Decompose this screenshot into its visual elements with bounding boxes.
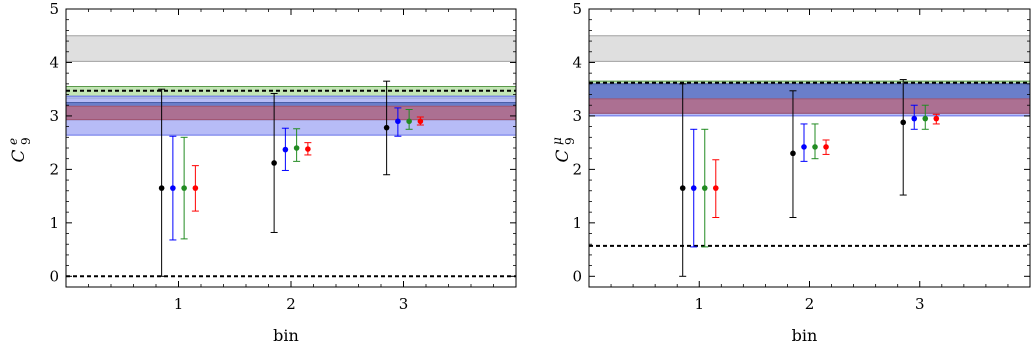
ytick-label-1: 1 — [572, 214, 582, 232]
point-s2-p1 — [812, 144, 818, 150]
point-s0-p0 — [679, 185, 686, 191]
point-s3-p0 — [712, 185, 719, 191]
panel-muon: 0 1 2 3 4 5 1 2 3 bin Cμ 9 — [550, 0, 1031, 345]
point-s1-p1 — [282, 146, 289, 153]
y-axis-label-sub: 9 — [563, 137, 577, 145]
x-axis-label: bin — [792, 326, 818, 345]
xtick-label-1: 1 — [174, 295, 184, 313]
point-s1-p2 — [395, 118, 401, 125]
point-s0-p0 — [158, 185, 165, 191]
point-s1-p0 — [170, 185, 176, 191]
ytick-label-0: 0 — [572, 267, 582, 285]
point-s1-p1 — [801, 144, 807, 150]
point-s2-p2 — [922, 115, 929, 122]
xtick-label-2: 2 — [286, 295, 296, 313]
y-axis-label-sub: 9 — [19, 137, 33, 145]
point-s1-p2 — [911, 115, 918, 122]
y-axis-label-base: C — [553, 149, 573, 162]
ytick-label-4: 4 — [49, 53, 59, 71]
y-axis-label: Cμ 9 — [550, 137, 577, 163]
ytick-label-5: 5 — [49, 0, 59, 18]
ytick-label-0: 0 — [49, 267, 59, 285]
point-s2-p2 — [406, 118, 412, 125]
point-s3-p1 — [823, 144, 829, 150]
xtick-label-3: 3 — [399, 295, 409, 313]
x-axis-label: bin — [273, 326, 299, 345]
ytick-label-5: 5 — [572, 0, 582, 18]
y-axis-label: Ce 9 — [6, 137, 33, 162]
y-axis-label-sup: e — [6, 138, 20, 145]
ytick-label-3: 3 — [49, 107, 59, 125]
ytick-label-4: 4 — [572, 53, 582, 71]
xtick-label-1: 1 — [694, 295, 704, 313]
band-gray — [589, 35, 1030, 62]
xtick-label-2: 2 — [805, 295, 815, 313]
point-s0-p1 — [790, 150, 796, 157]
ytick-label-3: 3 — [572, 107, 582, 125]
band-red — [589, 98, 1030, 114]
point-s2-p1 — [293, 145, 300, 151]
point-s3-p0 — [192, 185, 199, 191]
plot-area — [589, 35, 1030, 277]
point-s3-p2 — [417, 118, 424, 125]
band-green — [66, 86, 516, 99]
ytick-label-1: 1 — [49, 214, 59, 232]
point-s0-p2 — [383, 124, 390, 131]
y-axis-label-sup: μ — [550, 137, 564, 145]
plot-area — [66, 35, 516, 278]
point-s0-p1 — [271, 160, 277, 166]
point-s1-p0 — [690, 185, 697, 191]
band-red — [66, 106, 516, 120]
band-gray — [66, 35, 516, 62]
panel-electron: 0 1 2 3 4 5 1 2 3 bin Ce 9 — [6, 0, 517, 345]
xtick-label-3: 3 — [915, 295, 925, 313]
ytick-label-2: 2 — [49, 160, 59, 178]
ytick-label-2: 2 — [572, 160, 582, 178]
point-s3-p2 — [933, 115, 940, 122]
point-s2-p0 — [181, 185, 187, 191]
point-s0-p2 — [900, 119, 907, 126]
point-s3-p1 — [305, 146, 311, 152]
point-s2-p0 — [701, 185, 708, 191]
y-axis-label-base: C — [9, 149, 29, 162]
